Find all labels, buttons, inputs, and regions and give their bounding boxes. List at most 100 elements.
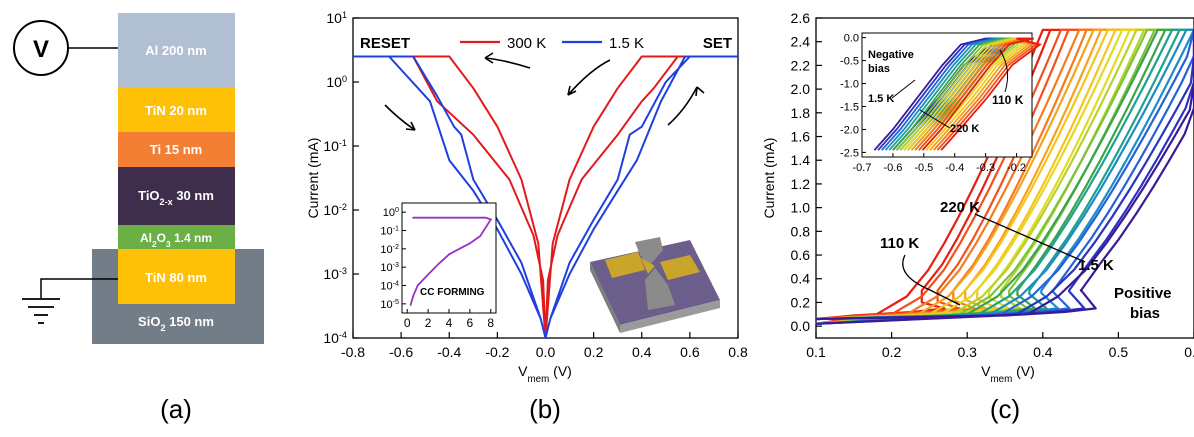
ground-icon: [22, 298, 60, 324]
plot-c-ylabel: Current (mA): [761, 138, 777, 219]
y-tick-label: 101: [326, 10, 347, 26]
y-tick-label: 1.6: [791, 129, 811, 145]
annotation-110k: 110 K: [880, 235, 919, 252]
sweep-arrows: [384, 52, 705, 131]
layer-al: [118, 13, 235, 88]
x-tick-label: 0.3: [957, 344, 977, 360]
x-tick-label: 0.5: [1109, 344, 1129, 360]
layer-al2o3: [118, 225, 235, 249]
y-tick-label: 0.0: [791, 318, 811, 334]
layer-tin-20: [118, 88, 235, 132]
inset-annotation-1p5k: 1.5 K: [868, 93, 894, 105]
layer-label-tin-20: TiN 20 nm: [145, 103, 207, 118]
inset-y-tick-label: -1.0: [840, 79, 859, 91]
inset-x-tick-label: 0: [404, 316, 411, 330]
inset-x-tick-label: -0.3: [976, 162, 995, 174]
inset-x-tick-label: 6: [467, 316, 474, 330]
inset-annotation-110k: 110 K: [992, 93, 1024, 107]
x-tick-label: 0.6: [680, 344, 700, 360]
panel-c-caption: (c): [990, 394, 1020, 424]
x-tick-label: 0.8: [728, 344, 748, 360]
y-tick-label: 1.4: [791, 152, 811, 168]
y-tick-label: 10-3: [323, 266, 347, 282]
inset-y-tick-label: 10-5: [380, 298, 399, 311]
annotation-1p5k: 1.5 K: [1078, 257, 1114, 274]
y-tick-label: 10-2: [323, 202, 347, 218]
plot-b-xlabel: Vmem (V): [518, 363, 572, 385]
temperature-curve: [815, 28, 1194, 325]
inset-forming-frame: [401, 202, 497, 314]
inset-y-tick-label: -1.5: [840, 101, 859, 113]
layer-label-tio2: TiO2-x 30 nm: [138, 188, 214, 207]
plot-b-ylabel: Current (mA): [305, 138, 321, 219]
temperature-curve: [815, 28, 1194, 325]
inset-y-tick-label: -0.5: [840, 56, 859, 68]
temperature-curve: [815, 28, 1194, 325]
inset-arrow-110k: [999, 49, 1009, 93]
y-tick-label: 2.4: [791, 34, 811, 50]
arrow-110k: [902, 254, 961, 306]
layer-label-ti: Ti 15 nm: [150, 142, 203, 157]
panel-b-caption: (b): [529, 394, 561, 424]
y-tick-label: 2.2: [791, 57, 811, 73]
temperature-curve: [815, 28, 1194, 325]
arrow-220k: [974, 213, 1086, 263]
plot-c-xlabel: Vmem (V): [981, 363, 1035, 385]
inset-forming-curve: [409, 216, 493, 306]
layer-tio2: [118, 167, 235, 225]
x-tick-label: -0.2: [485, 344, 509, 360]
layer-label-al2o3: Al2O3 1.4 nm: [140, 231, 212, 249]
inset-x-tick-label: 4: [446, 316, 453, 330]
inset-negative-label-2: bias: [868, 63, 890, 75]
y-tick-label: 100: [326, 74, 347, 90]
y-tick-label: 2.0: [791, 81, 811, 97]
y-tick-label: 1.0: [791, 200, 811, 216]
y-tick-label: 0.4: [791, 271, 811, 287]
x-tick-label: 0.0: [536, 344, 556, 360]
temperature-curve: [815, 28, 1194, 325]
inset-arrow-1p5k: [891, 79, 916, 99]
x-tick-label: -0.8: [341, 344, 365, 360]
inset-y-tick-label: 0.0: [844, 33, 859, 45]
x-tick-label: 0.2: [882, 344, 902, 360]
layer-ti: [118, 132, 235, 167]
panel-c: 0.1 0.2 0.3 0.4 0.5 0.6 0.0 0.2 0.4 0.6 0.8 1.0 1.2 1…: [761, 10, 1194, 424]
layer-label-sio2: SiO2 150 nm: [138, 314, 214, 333]
inset-x-tick-label: -0.4: [945, 162, 964, 174]
legend-label-300k: 300 K: [507, 35, 546, 52]
x-tick-label: 0.6: [1184, 344, 1194, 360]
layer-tin-80: [118, 249, 235, 304]
inset-x-tick-label: -0.7: [853, 162, 872, 174]
panel-a-caption: (a): [160, 394, 192, 424]
temperature-curve: [815, 28, 1194, 325]
voltmeter-label: V: [33, 36, 49, 63]
annotation-bias: bias: [1130, 305, 1160, 322]
temperature-curve: [815, 28, 1194, 325]
inset-y-tick-label: 10-4: [380, 280, 399, 293]
temperature-curve: [815, 28, 1194, 325]
inset-y-tick-label: 10-1: [380, 225, 399, 238]
temperature-curve: [815, 28, 1194, 325]
x-tick-label: 0.4: [632, 344, 652, 360]
x-tick-label: 0.4: [1033, 344, 1053, 360]
plot-c-frame: [815, 17, 1194, 339]
y-tick-label: 0.6: [791, 247, 811, 263]
inset-arrow-220k: [919, 109, 951, 129]
x-tick-label: 0.2: [584, 344, 604, 360]
device-image: [590, 237, 720, 333]
y-tick-label: 2.6: [791, 10, 811, 26]
inset-x-tick-label: -0.5: [914, 162, 933, 174]
annotation-positive: Positive: [1114, 285, 1172, 302]
inset-y-tick-label: 10-2: [380, 243, 399, 256]
y-tick-label: 10-1: [323, 138, 347, 154]
y-tick-label: 1.2: [791, 176, 811, 192]
inset-annotation-220k: 220 K: [950, 123, 979, 135]
inset-x-tick-label: 2: [425, 316, 432, 330]
temperature-curve: [815, 28, 1194, 325]
annotation-set: SET: [703, 35, 732, 52]
inset-negative-curve: [921, 37, 1043, 151]
panel-a: V Al 200 nm TiN 20 nm Ti 15 nm TiO2-x 30…: [13, 13, 264, 424]
inset-y-tick-label: 10-3: [380, 261, 399, 274]
legend-label-1p5k: 1.5 K: [609, 35, 644, 52]
